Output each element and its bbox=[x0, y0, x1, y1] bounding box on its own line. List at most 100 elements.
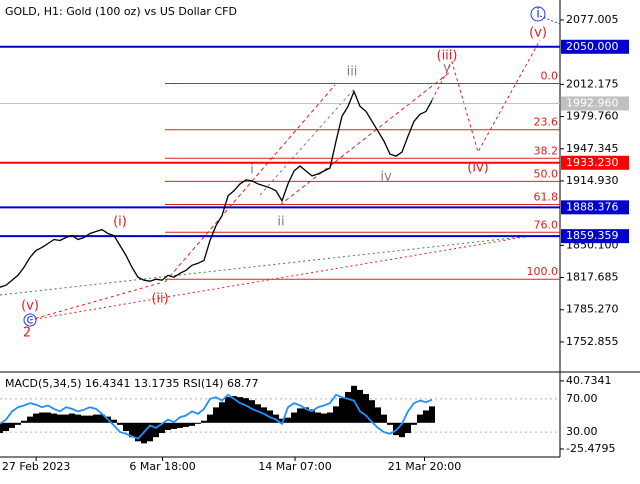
macd-bar bbox=[399, 422, 405, 438]
wave-line bbox=[0, 235, 531, 296]
y-tick-label: 1817.685 bbox=[566, 271, 619, 284]
macd-bar bbox=[255, 404, 261, 423]
macd-bar bbox=[423, 410, 429, 423]
channel-line bbox=[279, 71, 451, 206]
price-line bbox=[0, 89, 433, 288]
macd-bar bbox=[207, 414, 213, 423]
wave-label: iv bbox=[380, 170, 392, 185]
wave-label: (ii) bbox=[151, 292, 168, 307]
fib-label: 38.2 bbox=[534, 144, 559, 157]
macd-bar bbox=[33, 413, 39, 423]
macd-bar bbox=[417, 414, 423, 423]
macd-bar bbox=[321, 413, 327, 423]
y-tick-label: 1979.760 bbox=[566, 110, 619, 123]
fib-label: 23.6 bbox=[534, 116, 559, 129]
macd-bar bbox=[261, 407, 267, 423]
macd-bar bbox=[195, 422, 201, 424]
macd-bar bbox=[429, 406, 435, 423]
macd-bar bbox=[75, 414, 81, 423]
macd-bar bbox=[291, 412, 297, 423]
macd-bar bbox=[345, 391, 351, 423]
macd-bar bbox=[315, 412, 321, 423]
macd-bar bbox=[285, 417, 291, 423]
fib-label: 100.0 bbox=[527, 265, 559, 278]
price-level-box bbox=[561, 229, 629, 244]
macd-bar bbox=[63, 414, 69, 423]
x-tick-label: 21 Mar 20:00 bbox=[388, 460, 461, 473]
macd-bar bbox=[357, 389, 363, 423]
wave-label: 2 bbox=[23, 326, 31, 341]
price-level-box bbox=[561, 155, 629, 170]
macd-bar bbox=[111, 419, 117, 423]
macd-bar bbox=[405, 422, 411, 434]
macd-bar bbox=[303, 407, 309, 423]
macd-bar bbox=[231, 396, 237, 423]
macd-bar bbox=[213, 407, 219, 423]
macd-bar bbox=[183, 422, 189, 427]
macd-bar bbox=[3, 422, 9, 432]
projection-line bbox=[431, 39, 541, 154]
macd-bar bbox=[189, 422, 195, 426]
macd-bar bbox=[93, 414, 99, 423]
macd-bar bbox=[9, 422, 15, 428]
macd-bar bbox=[135, 422, 141, 442]
macd-bar bbox=[159, 422, 165, 434]
macd-bar bbox=[87, 415, 93, 423]
wave-projections bbox=[0, 6, 561, 327]
macd-bar bbox=[351, 385, 357, 423]
macd-bar bbox=[0, 422, 3, 434]
macd-bar bbox=[225, 397, 231, 423]
wave-label: (v) bbox=[21, 299, 39, 314]
x-tick-label: 27 Feb 2023 bbox=[2, 460, 70, 473]
macd-bar bbox=[363, 394, 369, 423]
macd-bar bbox=[153, 422, 159, 438]
wave-label: iii bbox=[347, 65, 358, 80]
fib-label: 61.8 bbox=[534, 190, 559, 203]
macd-bar bbox=[99, 414, 105, 423]
y-tick-label: 1914.930 bbox=[566, 174, 619, 187]
price-level-label: 2050.000 bbox=[566, 40, 619, 53]
projection-line bbox=[539, 15, 561, 25]
macd-bar bbox=[69, 413, 75, 423]
fib-label: 50.0 bbox=[534, 167, 559, 180]
macd-bar bbox=[387, 422, 393, 425]
price-level-label: 1992.960 bbox=[566, 96, 619, 109]
y-tick-label: 1752.855 bbox=[566, 335, 619, 348]
price-level-label: 1888.376 bbox=[566, 200, 619, 213]
macd-bar bbox=[165, 422, 171, 430]
macd-bar bbox=[237, 397, 243, 423]
wave-label: c bbox=[26, 313, 33, 328]
macd-bar bbox=[123, 422, 129, 432]
indicator-title: MACD(5,34,5) 16.4341 13.1735 RSI(14) 68.… bbox=[5, 377, 258, 390]
macd-bar bbox=[57, 414, 63, 423]
chart-title: GOLD, H1: Gold (100 oz) vs US Dollar CFD bbox=[5, 5, 237, 18]
wave-circle bbox=[530, 6, 546, 22]
macd-bar bbox=[15, 422, 21, 425]
wave-label: (iii) bbox=[437, 49, 458, 64]
y-tick-label: 1785.270 bbox=[566, 303, 619, 316]
y-tick-label: 40.7341 bbox=[566, 374, 612, 387]
macd-bar bbox=[249, 400, 255, 423]
macd-bar bbox=[375, 407, 381, 423]
price-level-box bbox=[561, 39, 629, 54]
wave-circle bbox=[23, 313, 37, 327]
fib-label: 0.0 bbox=[541, 70, 559, 83]
price-level-label: 1859.359 bbox=[566, 229, 619, 242]
macd-bar bbox=[333, 406, 339, 423]
wave-label: i bbox=[536, 7, 540, 22]
price-level-label: 1933.230 bbox=[566, 156, 619, 169]
macd-bar bbox=[81, 415, 87, 423]
wave-label: i bbox=[250, 163, 254, 178]
macd-bar bbox=[177, 422, 183, 428]
y2-tick-label: 30.00 bbox=[566, 425, 598, 438]
macd-bar bbox=[297, 408, 303, 423]
wave-label: (i) bbox=[113, 215, 127, 230]
channel-line bbox=[164, 84, 336, 283]
x-tick-label: 14 Mar 07:00 bbox=[258, 460, 331, 473]
y-tick-label: 2077.005 bbox=[566, 13, 619, 26]
macd-bar bbox=[381, 414, 387, 423]
macd-bar bbox=[243, 398, 249, 423]
